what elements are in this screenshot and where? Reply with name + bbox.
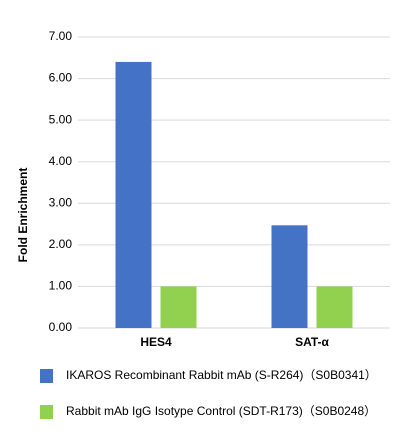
legend-swatch [40, 405, 53, 419]
y-tick-label: 1.00 [49, 279, 73, 293]
x-tick-label: HES4 [140, 335, 172, 349]
legend-label: IKAROS Recombinant Rabbit mAb (S-R264)（S… [66, 368, 377, 382]
y-tick-label: 3.00 [49, 195, 73, 209]
y-tick-label: 2.00 [49, 237, 73, 251]
y-tick-label: 5.00 [49, 112, 73, 126]
y-axis-label: Fold Enrichment [16, 168, 30, 263]
legend-label: Rabbit mAb IgG Isotype Control (SDT-R173… [66, 404, 376, 418]
y-tick-label: 4.00 [49, 154, 73, 168]
bar [271, 225, 308, 328]
bar [316, 286, 353, 328]
y-tick-label: 0.00 [49, 320, 73, 334]
y-tick-label: 7.00 [49, 29, 73, 43]
legend-swatch [40, 369, 53, 383]
y-tick-label: 6.00 [49, 71, 73, 85]
bar [115, 61, 152, 328]
x-tick-label: SAT-α [295, 335, 329, 349]
bar [160, 286, 197, 328]
